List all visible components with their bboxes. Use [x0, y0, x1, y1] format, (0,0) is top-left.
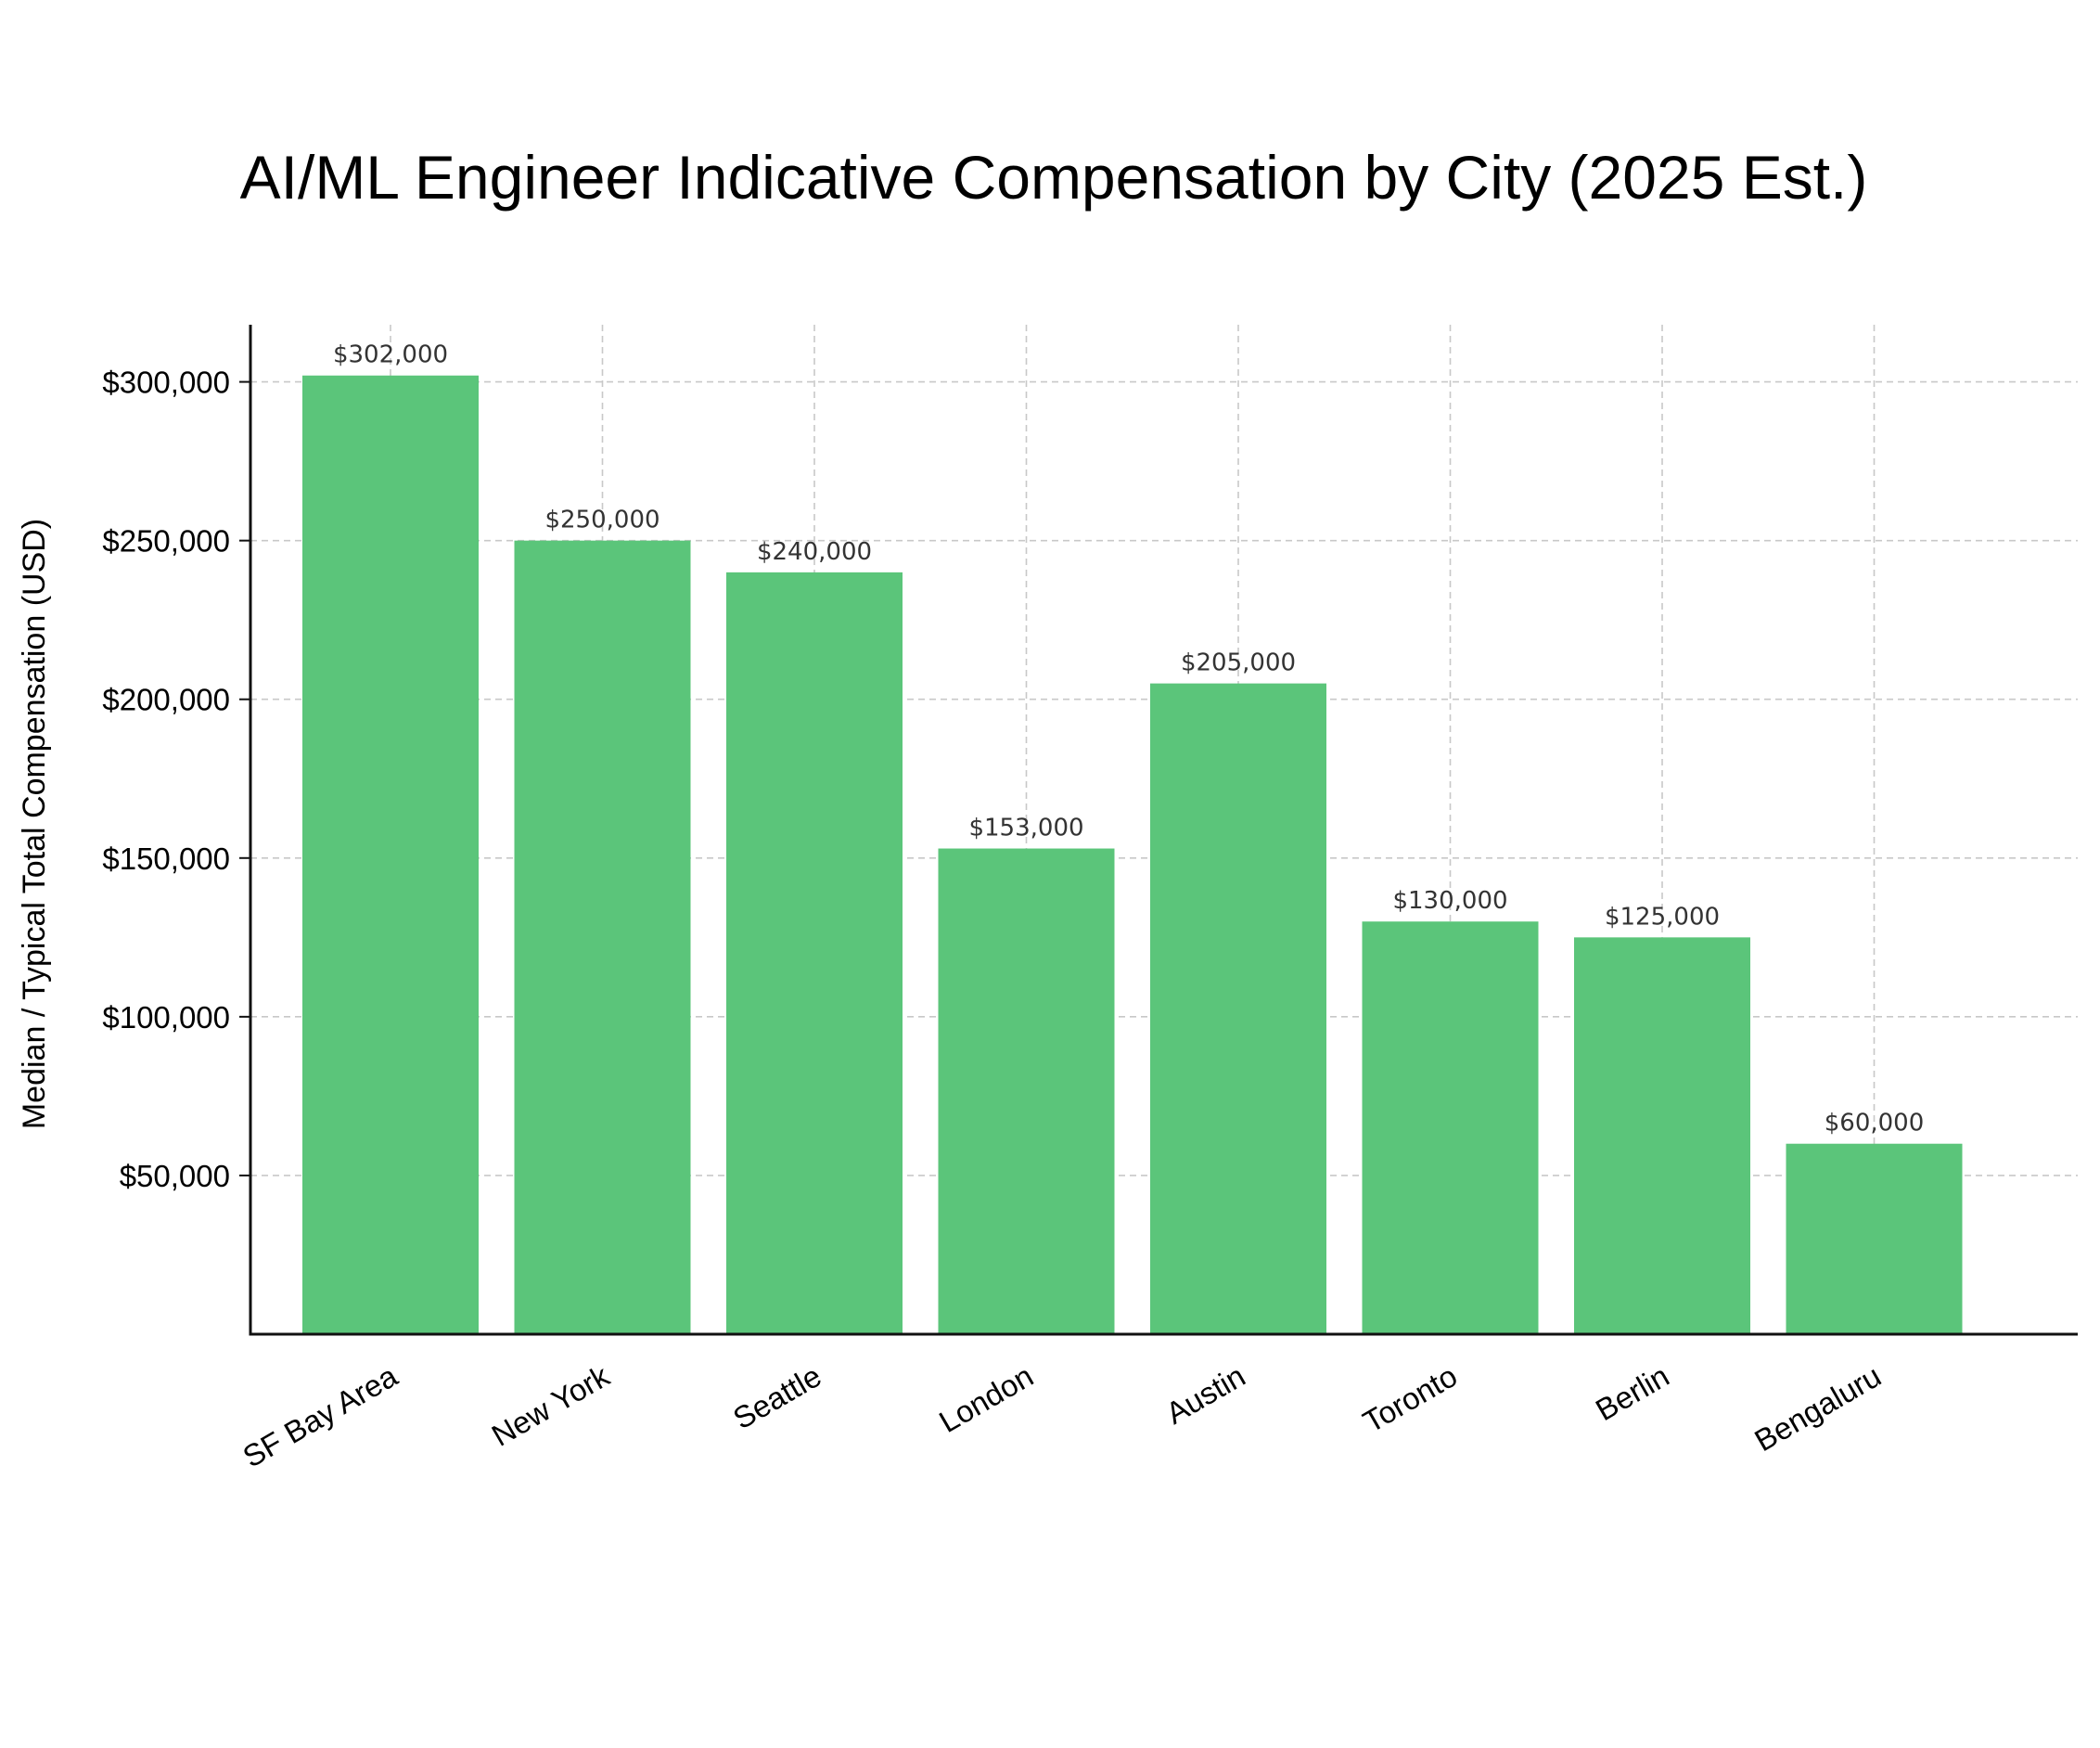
x-tick-label: Seattle: [727, 1358, 826, 1435]
y-axis-label: Median / Typical Total Compensation (USD…: [17, 519, 52, 1129]
x-tick-label: Toronto: [1357, 1358, 1463, 1439]
y-tick-label: $50,000: [120, 1159, 230, 1193]
axes: [249, 325, 2078, 1336]
x-tick-label: SF Bay Area: [237, 1358, 403, 1474]
bar-value-label: $60,000: [1825, 1110, 1925, 1137]
x-tick-label: London: [933, 1358, 1039, 1439]
y-tick-label: $250,000: [102, 524, 230, 559]
x-tick-label: Bengaluru: [1748, 1358, 1887, 1458]
bar-sf-bay-area: [302, 375, 479, 1334]
x-tick-label: Berlin: [1590, 1358, 1675, 1427]
bars: [302, 375, 1963, 1334]
x-tick-label: Austin: [1160, 1358, 1251, 1431]
bar-new-york: [514, 540, 691, 1334]
x-tick-label: New York: [486, 1358, 616, 1453]
y-tick-label: $200,000: [102, 683, 230, 717]
bar-london: [938, 848, 1115, 1334]
bar-seattle: [726, 572, 903, 1334]
bar-toronto: [1362, 921, 1539, 1334]
y-tick-label: $300,000: [102, 366, 230, 400]
bar-value-label: $250,000: [544, 507, 659, 534]
y-tick-label: $100,000: [102, 1000, 230, 1035]
bar-value-label: $130,000: [1392, 887, 1507, 915]
x-axis-ticks: SF Bay Area New York Seattle London Austin To…: [237, 1358, 1887, 1474]
chart-title: AI/ML Engineer Indicative Compensation b…: [240, 143, 1868, 212]
data-labels: $302,000 $250,000 $240,000 $153,000 $205,000…: [333, 341, 1924, 1137]
bar-value-label: $153,000: [968, 815, 1083, 842]
bar-value-label: $240,000: [757, 538, 872, 566]
bar-value-label: $302,000: [333, 341, 448, 369]
bar-berlin: [1574, 937, 1750, 1334]
bar-value-label: $125,000: [1605, 903, 1720, 931]
bar-austin: [1150, 683, 1326, 1334]
y-tick-label: $150,000: [102, 842, 230, 876]
bar-bengaluru: [1786, 1143, 1963, 1334]
bar-value-label: $205,000: [1181, 649, 1296, 677]
y-axis-ticks: $50,000 $100,000 $150,000 $200,000 $250,000 $…: [102, 366, 250, 1193]
